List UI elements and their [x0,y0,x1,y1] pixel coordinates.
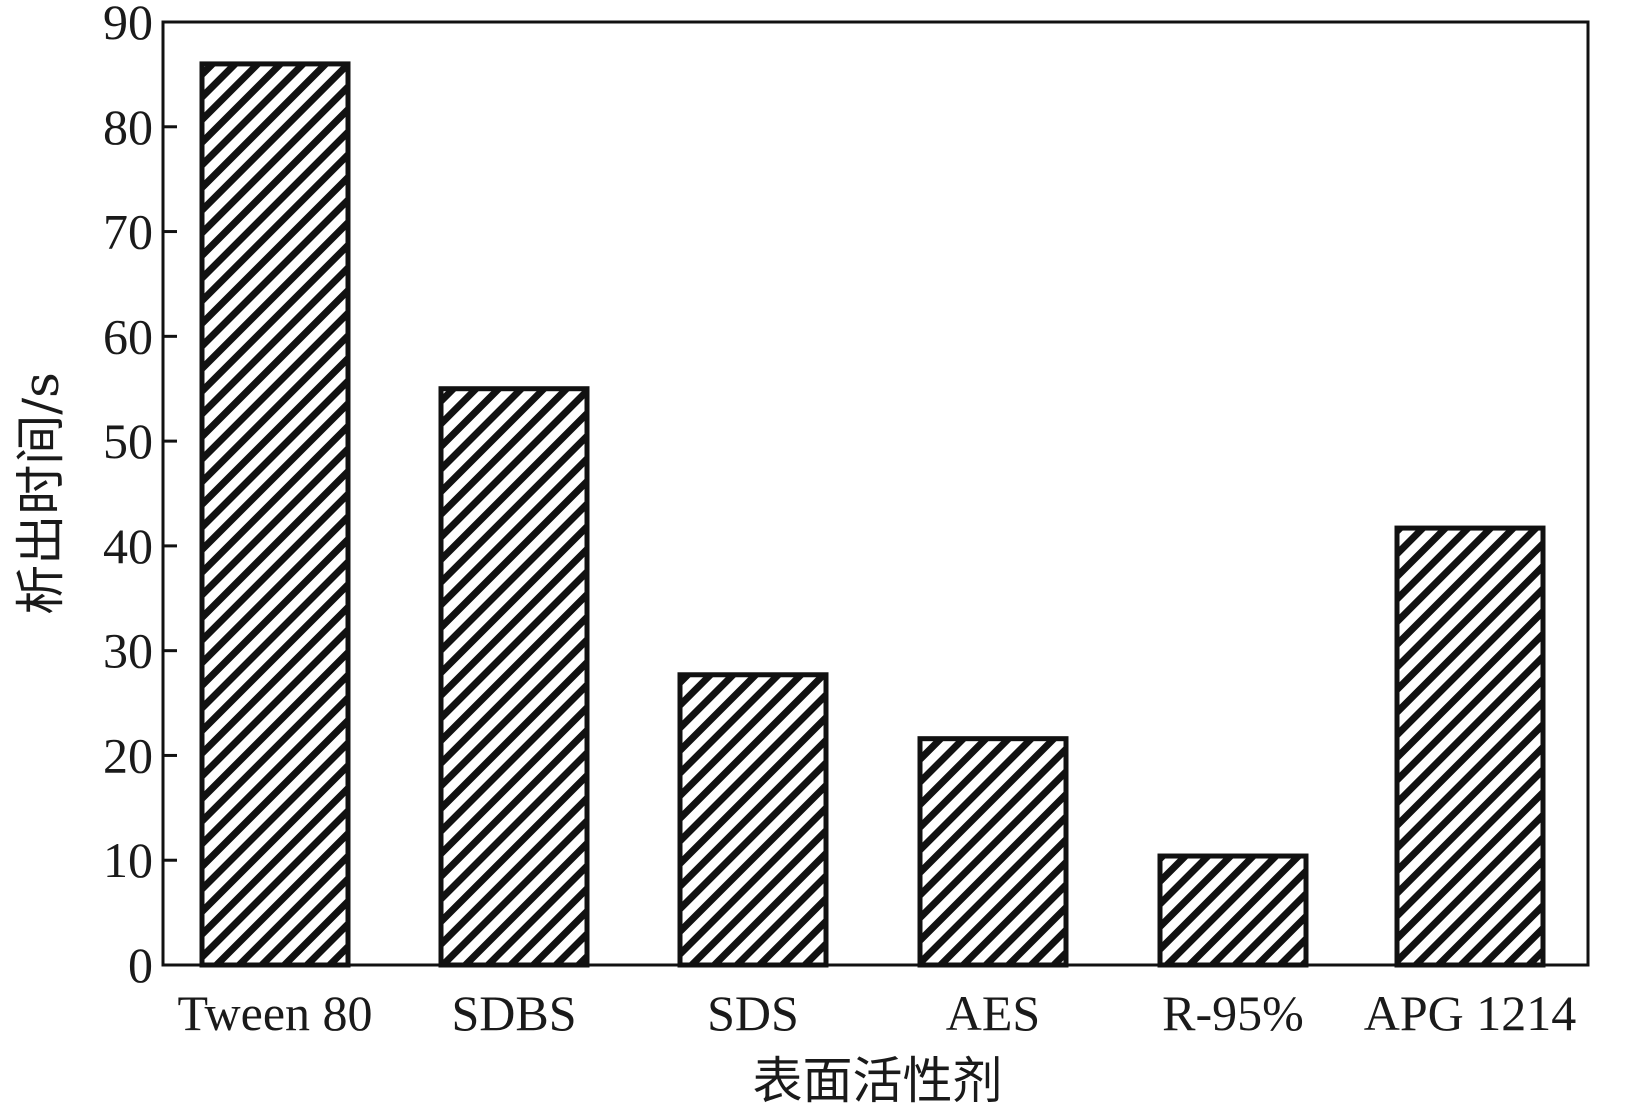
y-tick-label: 50 [103,413,153,469]
bar [1394,525,1546,968]
bar [199,61,351,968]
x-tick-label: R-95% [1162,985,1304,1041]
x-axis: Tween 80 SDBS SDS AES R-95% APG 1214 [177,985,1576,1041]
y-tick-label: 80 [103,99,153,155]
y-axis: 0 10 20 30 40 50 60 70 80 90 [103,0,177,993]
x-tick-label: SDS [707,985,799,1041]
plot-frame [161,20,1590,967]
x-tick-label: SDBS [451,985,576,1041]
bar [677,672,829,968]
y-tick-label: 40 [103,518,153,574]
y-tick-label: 30 [103,623,153,679]
y-tick-label: 20 [103,727,153,783]
bar [917,736,1069,968]
y-tick-label: 10 [103,832,153,888]
x-tick-label: Tween 80 [177,985,372,1041]
y-tick-label: 70 [103,204,153,260]
x-tick-label: AES [946,985,1040,1041]
y-tick-label: 0 [128,937,153,993]
x-axis-title: 表面活性剂 [753,1052,1003,1110]
bar [1157,853,1309,968]
y-axis-title: 析出时间/s [12,372,70,615]
y-tick-label: 90 [103,0,153,50]
x-tick-label: APG 1214 [1364,985,1577,1041]
bars-layer [199,61,1546,968]
y-tick-label: 60 [103,308,153,364]
bar [438,386,590,968]
